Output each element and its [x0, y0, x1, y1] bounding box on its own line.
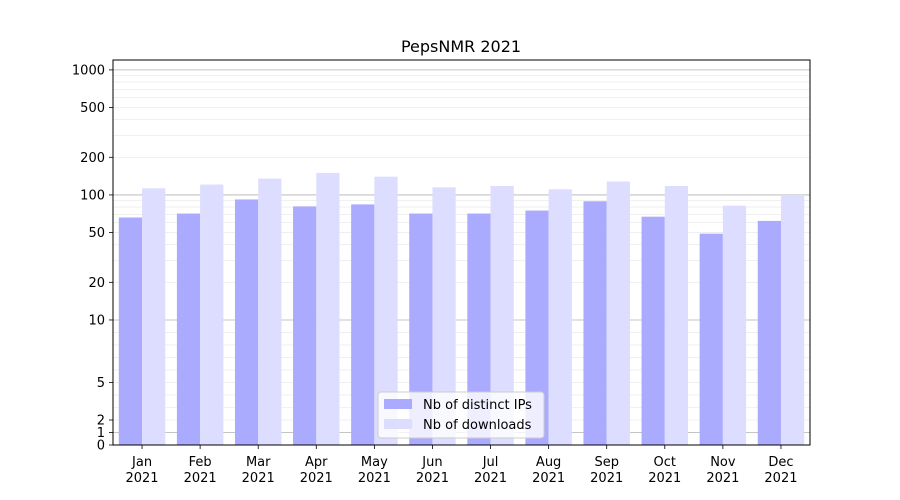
bar-downloads [722, 205, 747, 445]
bar-downloads [142, 188, 166, 446]
legend-swatch [384, 419, 412, 429]
x-tick-label-month: Oct [654, 455, 676, 470]
x-tick-label-year: 2021 [125, 471, 158, 486]
x-tick-label-month: Dec [768, 455, 793, 470]
bar-downloads [548, 189, 572, 445]
bar-distinct-ips [234, 199, 259, 445]
bar-downloads [606, 181, 630, 445]
bar-downloads [664, 185, 689, 445]
y-tick-label: 50 [88, 226, 105, 241]
bar-downloads [374, 176, 398, 445]
bar-distinct-ips [351, 204, 375, 445]
y-tick-label: 0 [97, 439, 105, 454]
bar-distinct-ips [118, 217, 143, 445]
x-tick-label-year: 2021 [590, 471, 623, 486]
bar-distinct-ips [467, 213, 491, 445]
bar-distinct-ips [176, 213, 201, 445]
legend-box [377, 391, 545, 439]
x-tick-label-year: 2021 [300, 471, 333, 486]
y-tick-label: 5 [97, 376, 105, 391]
x-tick-label-month: Apr [305, 455, 328, 470]
x-tick-label-year: 2021 [474, 471, 507, 486]
bar-distinct-ips [583, 201, 607, 445]
x-tick-label-month: Mar [246, 455, 271, 470]
bar-downloads [200, 184, 224, 446]
y-tick-label: 1 [97, 426, 105, 441]
x-tick-label-year: 2021 [242, 471, 275, 486]
bar-distinct-ips [641, 216, 665, 445]
bar-downloads [490, 185, 514, 445]
legend-label: Nb of downloads [423, 418, 532, 433]
bar-downloads [780, 194, 805, 445]
bar-distinct-ips [757, 220, 781, 445]
x-axis: Jan2021Feb2021Mar2021Apr2021May2021Jun20… [125, 445, 798, 486]
x-tick-label-month: Jun [421, 455, 442, 470]
x-tick-label-year: 2021 [764, 471, 797, 486]
y-tick-label: 100 [80, 188, 105, 203]
legend: Nb of distinct IPs Nb of downloads [377, 391, 545, 439]
y-axis: 012 5 10 20 50 100 200 500 1000 [72, 63, 113, 454]
x-tick-label-year: 2021 [706, 471, 739, 486]
bar-distinct-ips [699, 233, 723, 445]
x-tick-label-year: 2021 [648, 471, 681, 486]
bar-distinct-ips [293, 206, 317, 445]
y-tick-label: 1000 [72, 63, 105, 78]
x-tick-label-month: Jul [482, 455, 499, 470]
y-tick-label: 2 [97, 413, 105, 428]
legend-swatch [384, 399, 412, 409]
x-tick-label-year: 2021 [532, 471, 565, 486]
bar-downloads [258, 178, 282, 446]
chart-title: PepsNMR 2021 [401, 37, 521, 56]
x-tick-label-month: Aug [536, 455, 561, 470]
y-tick-label: 10 [88, 313, 105, 328]
plot-frame [112, 59, 811, 446]
y-tick-label: 20 [88, 276, 105, 291]
x-tick-label-month: Feb [189, 455, 212, 470]
x-tick-label-month: Nov [710, 455, 736, 470]
x-tick-label-year: 2021 [358, 471, 391, 486]
bar-distinct-ips [409, 213, 433, 445]
x-tick-label-month: May [361, 455, 388, 470]
legend-label: Nb of distinct IPs [423, 398, 532, 413]
bar-distinct-ips [525, 210, 549, 445]
x-tick-label-year: 2021 [184, 471, 217, 486]
bar-downloads [432, 187, 456, 445]
x-tick-label-month: Sep [594, 455, 619, 470]
x-tick-label-month: Jan [131, 455, 152, 470]
bar-downloads [316, 172, 340, 445]
y-tick-label: 500 [80, 101, 105, 116]
y-tick-label: 200 [80, 151, 105, 166]
x-tick-label-year: 2021 [416, 471, 449, 486]
bars [118, 172, 805, 446]
